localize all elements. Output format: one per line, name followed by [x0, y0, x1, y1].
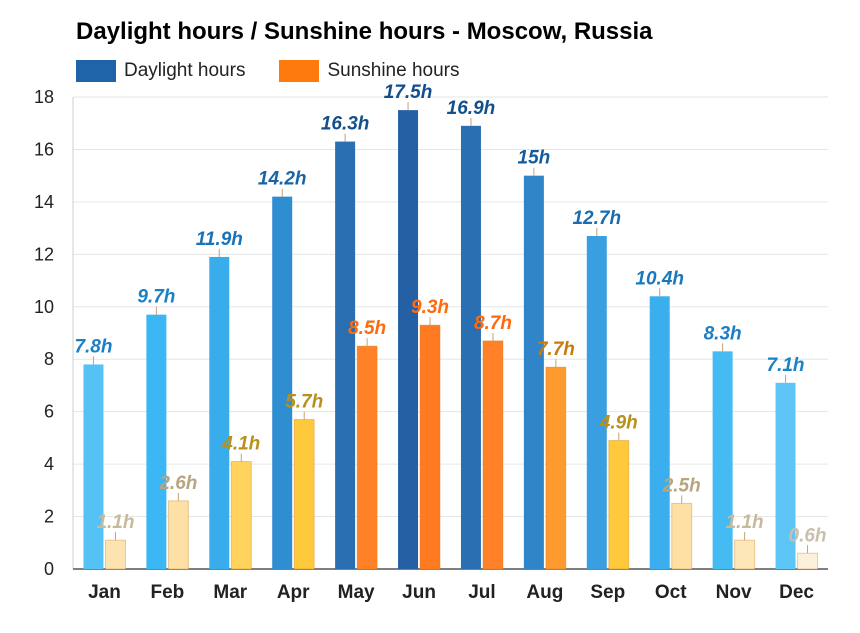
bar-sunshine[interactable] — [356, 345, 378, 570]
y-tick-label: 6 — [44, 402, 54, 422]
legend-swatch-daylight — [76, 60, 116, 82]
legend: Daylight hours Sunshine hours — [76, 58, 494, 84]
value-label-daylight: 14.2h — [258, 169, 307, 190]
bar-sunshine[interactable] — [734, 539, 756, 570]
x-tick-label: Jan — [88, 582, 121, 603]
x-tick-label: Jul — [468, 582, 495, 603]
value-label-sunshine: 0.6h — [789, 525, 827, 546]
legend-label-daylight: Daylight hours — [124, 60, 246, 81]
legend-swatch-sunshine — [279, 60, 320, 82]
value-label-sunshine: 1.1h — [96, 512, 134, 533]
value-label-sunshine: 2.5h — [662, 475, 701, 496]
bar-daylight[interactable] — [335, 141, 356, 570]
bar-sunshine[interactable] — [671, 502, 693, 570]
y-tick-label: 14 — [34, 192, 54, 212]
bar-daylight[interactable] — [460, 125, 481, 569]
x-tick-label: Sep — [590, 582, 625, 603]
value-label-daylight: 15h — [518, 148, 551, 169]
y-tick-label: 18 — [34, 87, 54, 107]
value-label-daylight: 8.3h — [704, 323, 742, 344]
value-label-daylight: 10.4h — [635, 268, 684, 289]
y-tick-label: 2 — [44, 507, 54, 527]
bar-sunshine[interactable] — [419, 324, 441, 570]
bar-daylight[interactable] — [272, 196, 293, 569]
value-label-sunshine: 5.7h — [285, 392, 323, 413]
value-label-daylight: 16.9h — [447, 98, 496, 119]
chart-title: Daylight hours / Sunshine hours - Moscow… — [76, 18, 653, 45]
bar-daylight[interactable] — [209, 256, 230, 569]
bar-daylight[interactable] — [523, 175, 544, 569]
value-label-daylight: 11.9h — [196, 229, 243, 250]
x-tick-label: Nov — [716, 582, 752, 603]
bar-sunshine[interactable] — [545, 366, 567, 570]
x-tick-label: Jun — [402, 582, 436, 603]
legend-label-sunshine: Sunshine hours — [327, 60, 460, 81]
value-label-sunshine: 7.7h — [537, 339, 575, 360]
value-label-daylight: 7.8h — [74, 336, 112, 357]
bar-daylight[interactable] — [586, 235, 607, 569]
value-label-sunshine: 2.6h — [158, 473, 197, 494]
legend-item-daylight[interactable]: Daylight hours — [76, 60, 245, 82]
bar-sunshine[interactable] — [293, 419, 315, 570]
bar-daylight[interactable] — [146, 314, 167, 569]
value-label-daylight: 7.1h — [767, 355, 805, 376]
bar-daylight[interactable] — [398, 110, 419, 569]
bar-sunshine[interactable] — [230, 460, 252, 570]
bar-daylight[interactable] — [83, 364, 104, 569]
bar-daylight[interactable] — [649, 296, 670, 569]
value-label-sunshine: 4.9h — [599, 413, 638, 434]
y-tick-label: 0 — [44, 559, 54, 579]
y-tick-label: 10 — [34, 297, 54, 317]
x-tick-label: Oct — [655, 582, 687, 603]
y-tick-label: 4 — [44, 454, 54, 474]
bar-sunshine[interactable] — [167, 500, 189, 570]
bar-daylight[interactable] — [775, 382, 796, 569]
x-tick-label: Aug — [526, 582, 563, 603]
value-label-sunshine: 9.3h — [411, 297, 449, 318]
value-label-daylight: 9.7h — [137, 287, 175, 308]
value-label-sunshine: 8.5h — [348, 318, 386, 339]
x-tick-label: Feb — [150, 582, 184, 603]
x-tick-label: Mar — [213, 582, 247, 603]
bar-sunshine[interactable] — [797, 552, 819, 570]
value-label-daylight: 17.5h — [384, 82, 433, 103]
x-tick-label: Apr — [277, 582, 310, 603]
y-tick-label: 8 — [44, 349, 54, 369]
x-tick-label: Dec — [779, 582, 814, 603]
bar-sunshine[interactable] — [104, 539, 126, 570]
bar-sunshine[interactable] — [482, 340, 504, 570]
bar-sunshine[interactable] — [608, 440, 630, 570]
value-label-daylight: 12.7h — [572, 208, 621, 229]
legend-item-sunshine[interactable]: Sunshine hours — [279, 60, 460, 82]
y-tick-label: 12 — [34, 244, 54, 264]
value-label-sunshine: 4.1h — [221, 433, 260, 454]
y-tick-label: 16 — [34, 139, 54, 159]
x-tick-label: May — [338, 582, 375, 603]
value-label-sunshine: 8.7h — [474, 313, 512, 334]
bar-daylight[interactable] — [712, 351, 733, 569]
value-label-sunshine: 1.1h — [726, 512, 764, 533]
value-label-daylight: 16.3h — [321, 114, 370, 135]
